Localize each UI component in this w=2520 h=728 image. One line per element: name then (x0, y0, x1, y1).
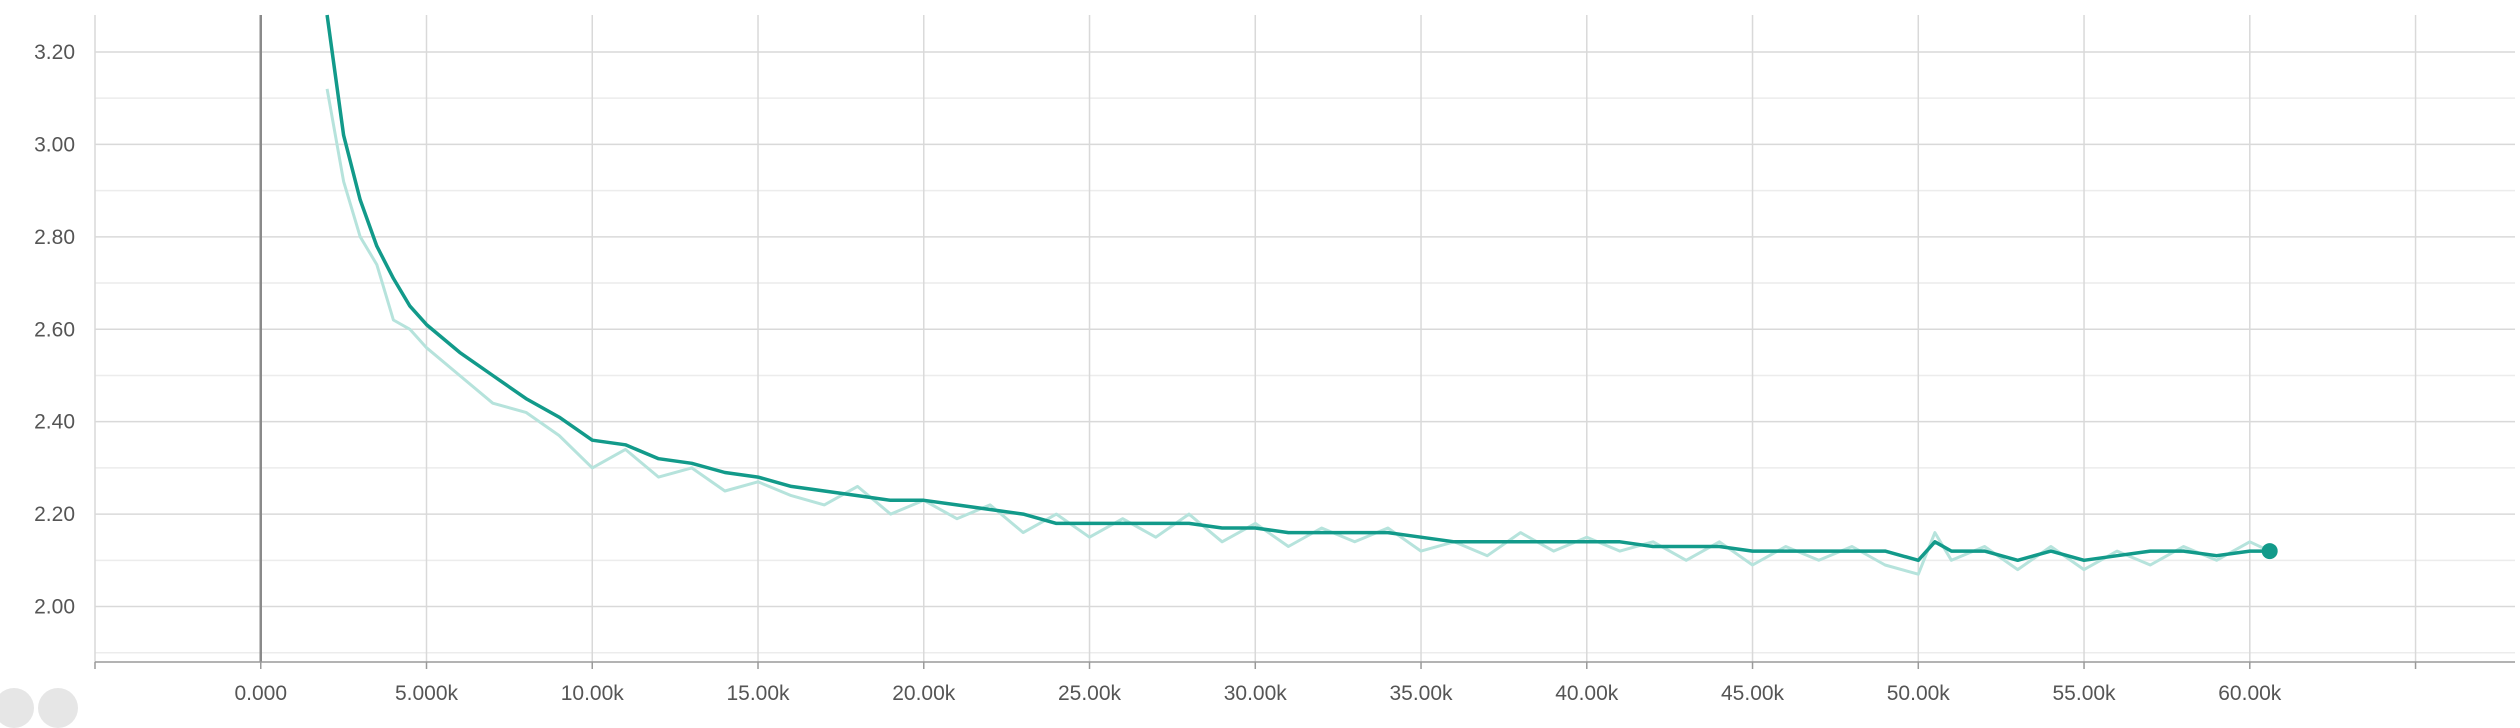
x-axis-tick-labels: 0.000 5.000k 10.00k 15.00k 20.00k 25.00k 30.00… (234, 682, 2281, 705)
line-chart: 2.00 2.20 2.40 2.60 2.80 3.00 3.20 0.000 5.000k… (34, 14, 2515, 705)
x-tick-label: 55.00k (2053, 682, 2117, 705)
y-tick-label: 2.40 (34, 411, 75, 434)
x-tick-label: 10.00k (561, 682, 625, 705)
y-tick-label: 3.00 (34, 133, 75, 156)
raw-series-line (325, 88, 2271, 576)
x-tick-label: 40.00k (1555, 682, 1619, 705)
x-tick-label: 15.00k (726, 682, 790, 705)
y-tick-label: 3.20 (34, 41, 75, 64)
x-tick-label: 20.00k (892, 682, 956, 705)
x-tick-label: 60.00k (2218, 682, 2282, 705)
major-gridlines (94, 15, 2515, 662)
corner-control-right[interactable] (38, 688, 78, 728)
x-tick-label: 30.00k (1224, 682, 1288, 705)
x-tick-label: 5.000k (395, 682, 459, 705)
y-tick-label: 2.60 (34, 318, 75, 341)
minor-gridlines (95, 97, 2515, 654)
y-tick-label: 2.00 (34, 596, 75, 619)
x-tick-label: 45.00k (1721, 682, 1785, 705)
x-tick-label: 50.00k (1887, 682, 1951, 705)
x-tick-label: 35.00k (1389, 682, 1453, 705)
corner-control-left[interactable] (0, 688, 34, 728)
smoothed-series-line (325, 14, 2270, 563)
y-axis-tick-labels: 2.00 2.20 2.40 2.60 2.80 3.00 3.20 (34, 41, 75, 619)
y-tick-label: 2.80 (34, 226, 75, 249)
series-end-marker[interactable] (2261, 543, 2278, 560)
x-tick-label: 0.000 (234, 682, 287, 705)
y-tick-label: 2.20 (34, 503, 75, 526)
x-tick-label: 25.00k (1058, 682, 1122, 705)
x-axis (94, 661, 2515, 669)
